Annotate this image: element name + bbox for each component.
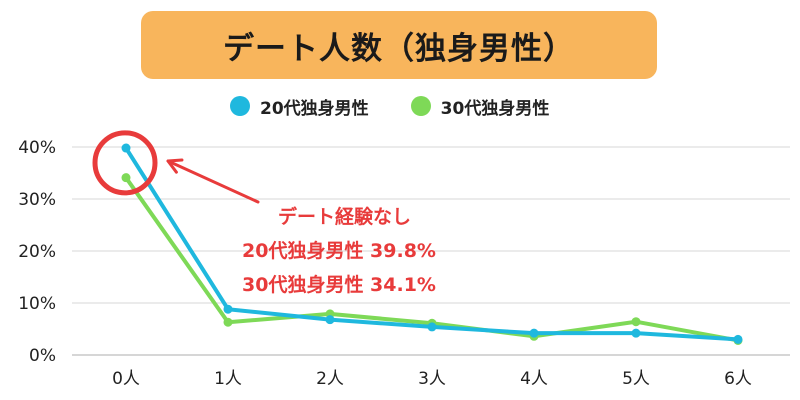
data-point: [223, 304, 233, 314]
series-layer: [121, 143, 743, 345]
x-tick-labels: 0人 1人 2人 3人 4人 5人 6人: [112, 369, 752, 389]
annotation-box: デート経験なし 20代独身男性 39.8% 30代独身男性 34.1%: [242, 200, 502, 302]
data-point: [325, 315, 335, 325]
x-tick-label: 2人: [316, 369, 344, 389]
data-point: [121, 173, 131, 183]
data-point: [223, 317, 233, 327]
y-tick-label: 10%: [18, 294, 56, 314]
data-point: [733, 334, 743, 344]
x-tick-label: 3人: [418, 369, 446, 389]
annotation-arrow-head: [166, 158, 184, 174]
data-point: [427, 322, 437, 332]
annotation-line-20s: 20代独身男性 39.8%: [242, 240, 436, 262]
data-point: [529, 328, 539, 338]
data-point: [121, 143, 131, 153]
legend-swatch-20s: [230, 96, 250, 116]
data-point: [631, 328, 641, 338]
annotation-heading: デート経験なし: [278, 206, 412, 228]
x-tick-label: 0人: [112, 369, 140, 389]
series-20s: [121, 143, 743, 344]
y-tick-labels: 0% 10% 20% 30% 40%: [18, 138, 56, 366]
x-tick-label: 6人: [724, 369, 752, 389]
legend-swatch-30s: [410, 96, 431, 116]
x-tick-label: 4人: [520, 369, 548, 389]
chart-title-box: デート人数（独身男性）: [141, 11, 657, 79]
annotation-line-30s: 30代独身男性 34.1%: [242, 274, 436, 296]
y-tick-label: 40%: [18, 138, 56, 158]
x-tick-label: 1人: [214, 369, 242, 389]
y-tick-label: 30%: [18, 190, 56, 210]
highlight-circle: [92, 130, 158, 196]
annotation-arrow-shaft: [166, 159, 260, 204]
y-tick-label: 0%: [29, 346, 56, 366]
chart-title: デート人数（独身男性）: [223, 30, 575, 67]
legend-item-30s: 30代独身男性: [410, 94, 550, 119]
legend: 20代独身男性 30代独身男性: [230, 93, 591, 119]
legend-label-30s: 30代独身男性: [440, 98, 550, 119]
highlight-layer: [92, 130, 260, 204]
legend-item-20s: 20代独身男性: [230, 94, 369, 119]
y-tick-label: 20%: [18, 242, 56, 262]
data-point: [631, 317, 641, 327]
x-tick-label: 5人: [622, 369, 650, 389]
legend-label-20s: 20代独身男性: [260, 98, 369, 119]
